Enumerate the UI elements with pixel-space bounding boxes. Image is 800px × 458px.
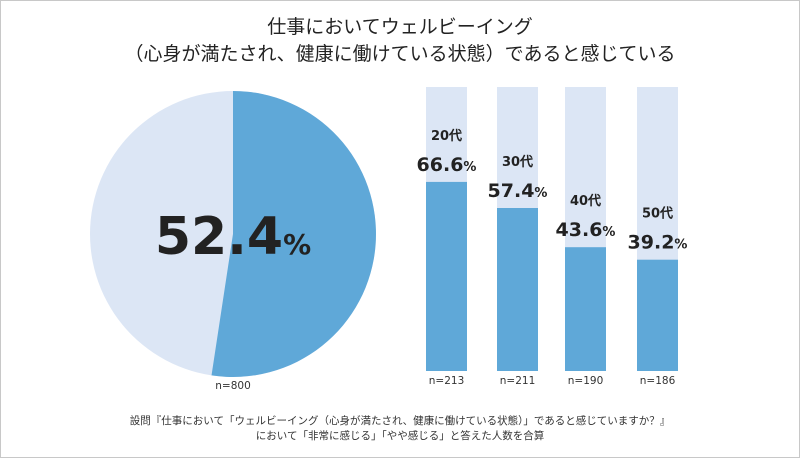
- bar: [497, 208, 538, 371]
- bar-sample-label: n=213: [429, 375, 465, 387]
- pie-value-label: 52.4%: [155, 207, 311, 267]
- question-note-line1: 設問『仕事において「ウェルビーイング（心身が満たされ、健康に働けている状態）」で…: [129, 415, 671, 427]
- bar-category-label: 50代: [642, 206, 673, 222]
- bar-value-label: 39.2%: [628, 232, 688, 254]
- bar-sample-label: n=190: [568, 375, 604, 387]
- question-note-line2: において「非常に感じる」「やや感じる」と答えた人数を合算: [255, 430, 545, 442]
- bar-value-label: 57.4%: [488, 180, 548, 202]
- bar-sample-label: n=211: [500, 375, 536, 387]
- bar-value-label: 43.6%: [556, 219, 616, 241]
- pie-value-slice: [211, 91, 376, 378]
- bar-category-label: 40代: [570, 193, 601, 209]
- bar: [426, 181, 467, 371]
- bar-category-label: 30代: [502, 154, 533, 170]
- bar: [637, 259, 678, 371]
- bar: [565, 247, 606, 371]
- bar-category-label: 20代: [431, 128, 462, 144]
- bar-value-label: 66.6%: [417, 154, 477, 176]
- bar-sample-label: n=186: [640, 375, 676, 387]
- chart-title-line1: 仕事においてウェルビーイング: [267, 16, 533, 38]
- pie-sample-label: n=800: [215, 380, 251, 392]
- chart-title-line2: （心身が満たされ、健康に働けている状態）であると感じている: [124, 43, 676, 65]
